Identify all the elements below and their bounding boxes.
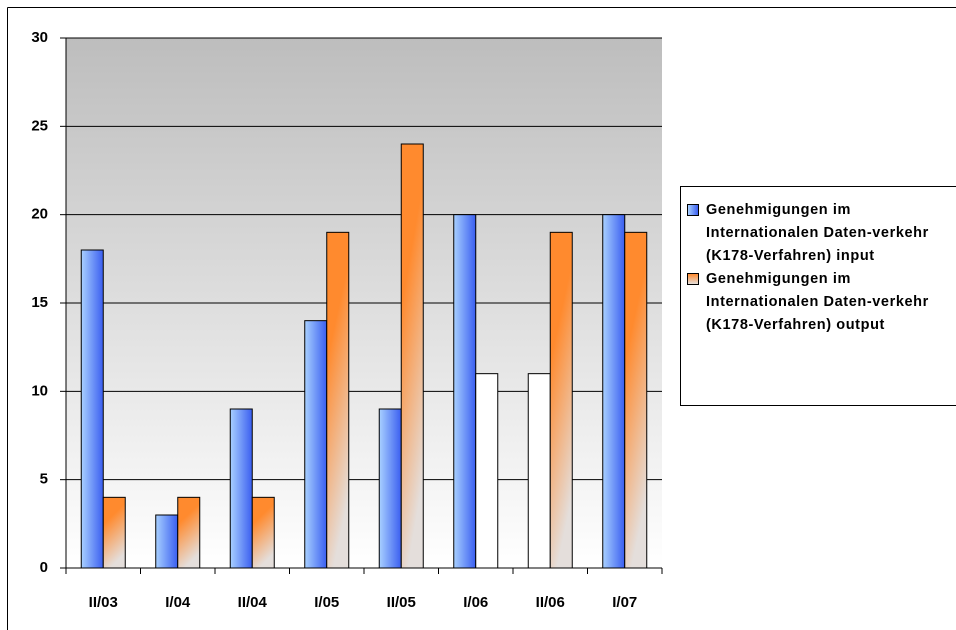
y-tick-label: 10 [31, 382, 48, 399]
x-tick-label: I/05 [314, 594, 339, 611]
bar [549, 231, 573, 569]
x-tick-label: I/04 [165, 594, 191, 611]
y-tick-label: 5 [40, 471, 48, 488]
x-tick-label: II/06 [536, 594, 565, 611]
bar [602, 214, 626, 569]
y-tick-label: 30 [31, 29, 48, 46]
legend: Genehmigungen im Internationalen Daten-v… [680, 186, 956, 406]
bar [453, 214, 477, 569]
bar [378, 408, 402, 569]
bar [229, 408, 253, 569]
bar [304, 320, 328, 569]
bar [177, 496, 201, 569]
legend-swatch [687, 204, 699, 216]
x-tick-label: I/07 [612, 594, 637, 611]
bar [80, 249, 104, 569]
y-tick-label: 25 [31, 117, 48, 134]
bar [527, 373, 551, 569]
x-tick-label: II/05 [387, 594, 416, 611]
bar [475, 373, 499, 569]
bar [326, 231, 350, 569]
bar [624, 231, 648, 569]
x-tick-label: II/04 [238, 594, 268, 611]
legend-swatch [687, 273, 699, 285]
y-tick-label: 15 [31, 294, 48, 311]
y-tick-label: 20 [31, 206, 48, 223]
bar [102, 496, 126, 569]
legend-label: Genehmigungen im Internationalen Daten-v… [706, 202, 929, 264]
legend-entry: Genehmigungen im Internationalen Daten-v… [687, 268, 956, 337]
bar [400, 143, 424, 569]
bar [155, 514, 179, 569]
legend-label: Genehmigungen im Internationalen Daten-v… [706, 271, 929, 333]
x-tick-label: II/03 [89, 594, 118, 611]
x-tick-label: I/06 [463, 594, 488, 611]
bar [251, 496, 275, 569]
y-tick-label: 0 [40, 559, 48, 576]
legend-entry: Genehmigungen im Internationalen Daten-v… [687, 199, 956, 268]
